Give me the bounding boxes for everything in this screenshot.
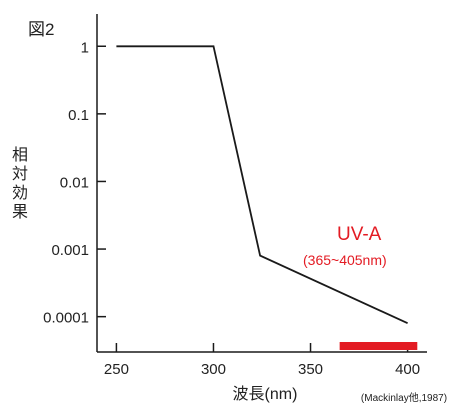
y-axis-label-char: 対 bbox=[12, 165, 28, 183]
x-tick-label: 350 bbox=[298, 361, 323, 378]
citation-text: (Mackinlay他,1987) bbox=[361, 391, 447, 404]
uva-band-marker bbox=[339, 342, 418, 350]
figure-label: 図2 bbox=[28, 20, 54, 39]
uva-label: UV-A bbox=[337, 224, 382, 245]
y-axis-label-char: 効 bbox=[12, 184, 28, 202]
x-axis-label: 波長(nm) bbox=[233, 385, 298, 403]
x-tick-label: 300 bbox=[201, 361, 226, 378]
y-tick-label: 1 bbox=[81, 39, 89, 56]
series-line-relative-effect bbox=[116, 45, 408, 325]
y-tick-label: 0.0001 bbox=[43, 310, 89, 327]
y-axis-label-char: 相 bbox=[12, 146, 28, 164]
y-axis-label-char: 果 bbox=[12, 204, 28, 221]
y-ticks: 1 0.1 0.01 0.001 0.0001 bbox=[43, 39, 106, 327]
y-tick-label: 0.001 bbox=[51, 242, 89, 259]
y-tick-label: 0.1 bbox=[68, 107, 89, 124]
uva-range-label: (365~405nm) bbox=[303, 252, 387, 268]
y-tick-label: 0.01 bbox=[60, 174, 89, 191]
x-tick-label: 400 bbox=[395, 361, 420, 378]
x-tick-label: 250 bbox=[104, 361, 129, 378]
